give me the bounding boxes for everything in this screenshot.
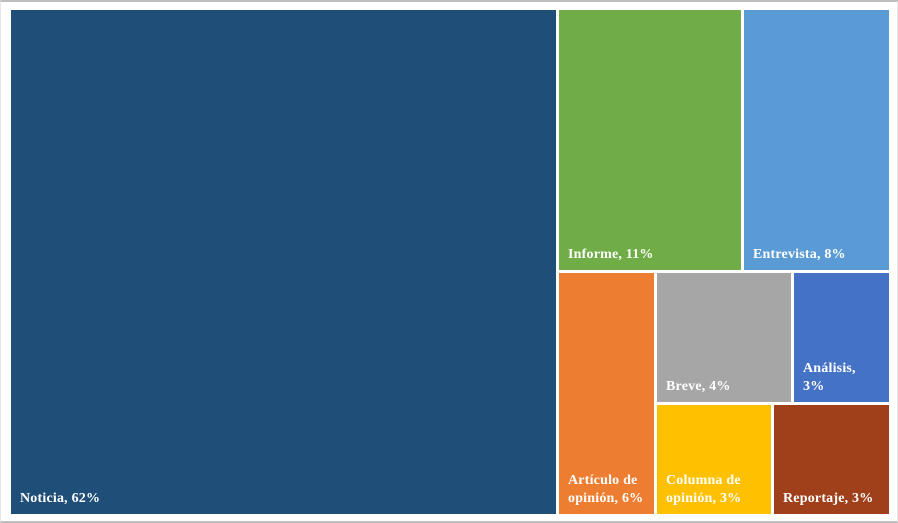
tile-label-columna-de-opinion: Columna de opinión, 3% [666,473,742,506]
treemap-tile-informe: Informe, 11% [559,10,741,270]
tile-label-reportaje: Reportaje, 3% [783,490,874,506]
treemap-tile-entrevista: Entrevista, 8% [744,10,889,270]
treemap-tile-columna-de-opinion: Columna de opinión, 3% [657,405,771,514]
treemap-tile-analisis: Análisis, 3% [794,273,889,402]
tile-label-articulo-de-opinion: Artículo de opinión, 6% [568,473,644,506]
treemap-tile-reportaje: Reportaje, 3% [774,405,889,514]
treemap-tile-noticia: Noticia, 62% [11,10,556,514]
tile-label-noticia: Noticia, 62% [20,490,101,506]
treemap-tile-articulo-de-opinion: Artículo de opinión, 6% [559,273,654,514]
tile-label-informe: Informe, 11% [568,246,654,262]
tile-label-entrevista: Entrevista, 8% [753,246,846,262]
tile-label-breve: Breve, 4% [666,378,731,394]
tile-label-analisis: Análisis, 3% [803,361,856,394]
treemap-tile-breve: Breve, 4% [657,273,791,402]
